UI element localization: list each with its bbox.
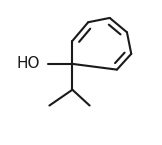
Text: HO: HO: [16, 56, 40, 71]
